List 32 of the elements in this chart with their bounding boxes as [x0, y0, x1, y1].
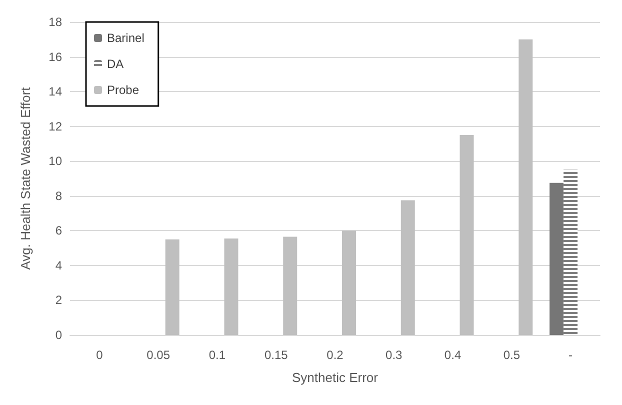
- bar: [283, 236, 298, 335]
- bar: [550, 182, 564, 335]
- y-tick-label: 14: [48, 84, 62, 99]
- x-tick-label: 0.05: [146, 348, 170, 362]
- y-axis-title: Avg. Health State Wasted Effort: [18, 86, 33, 270]
- bar: [165, 239, 180, 335]
- y-tick-label: 8: [55, 188, 62, 203]
- bar: [342, 230, 356, 335]
- legend-label: Probe: [107, 83, 140, 97]
- legend-label: DA: [107, 57, 124, 71]
- bar: [518, 39, 533, 335]
- y-tick-label: 2: [55, 293, 62, 308]
- x-tick-label: 0.1: [208, 348, 226, 362]
- y-tick-label: 12: [48, 119, 62, 134]
- x-axis-title: Synthetic Error: [292, 370, 379, 385]
- y-tick-label: 16: [48, 50, 62, 64]
- bar: [224, 238, 238, 335]
- y-tick-label: 6: [55, 224, 62, 238]
- bar: [400, 200, 415, 335]
- y-tick-label: 0: [55, 328, 62, 342]
- y-tick-label: 18: [48, 15, 62, 29]
- y-tick-label: 4: [55, 258, 62, 272]
- x-tick-label: -: [568, 348, 573, 362]
- x-tick-label: 0.2: [326, 348, 344, 362]
- x-tick-label: 0.3: [386, 348, 403, 362]
- bar: [460, 135, 474, 335]
- x-tick-label: 0.4: [444, 348, 462, 362]
- x-tick-label: 0.15: [264, 348, 288, 362]
- y-tick-label: 10: [48, 154, 62, 168]
- legend-label: Barinel: [107, 31, 144, 45]
- x-tick-label: 0: [96, 348, 104, 362]
- x-tick-label: 0.5: [503, 348, 520, 362]
